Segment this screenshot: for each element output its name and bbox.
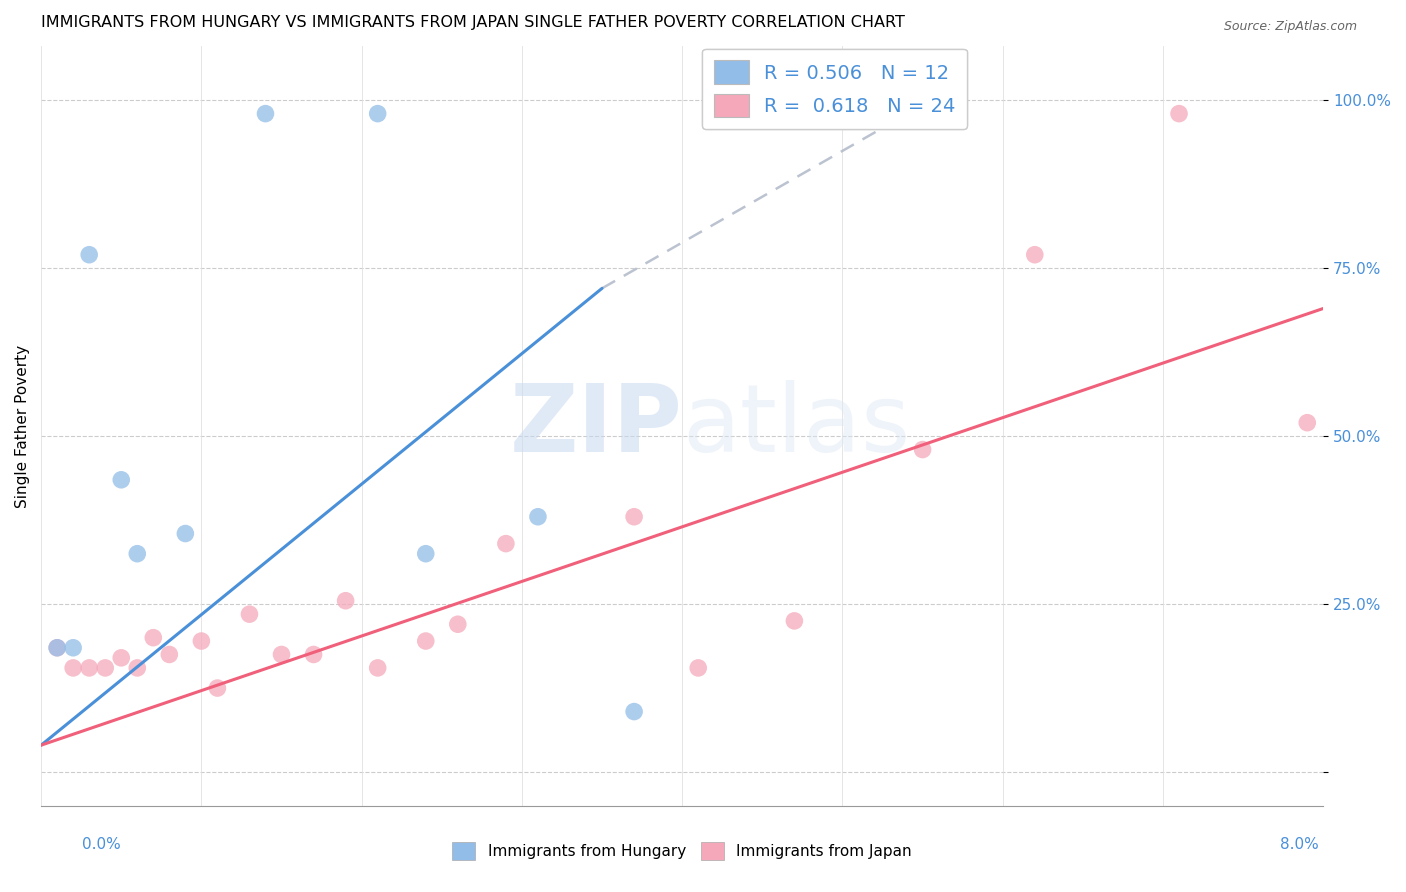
Point <box>238 607 260 622</box>
Point <box>77 248 100 262</box>
Point <box>127 661 149 675</box>
Point <box>495 536 517 550</box>
Point <box>94 661 117 675</box>
Point <box>447 617 470 632</box>
Point <box>688 661 710 675</box>
Point <box>62 640 84 655</box>
Point <box>46 640 69 655</box>
Point <box>527 509 550 524</box>
Legend: R = 0.506   N = 12, R =  0.618   N = 24: R = 0.506 N = 12, R = 0.618 N = 24 <box>702 48 967 129</box>
Point <box>62 661 84 675</box>
Point <box>157 648 180 662</box>
Text: Source: ZipAtlas.com: Source: ZipAtlas.com <box>1223 20 1357 33</box>
Text: atlas: atlas <box>682 380 911 472</box>
Text: 0.0%: 0.0% <box>82 837 121 852</box>
Point <box>335 593 357 607</box>
Point <box>142 631 165 645</box>
Point <box>190 634 212 648</box>
Point <box>367 106 389 120</box>
Point <box>110 650 132 665</box>
Point <box>1296 416 1319 430</box>
Point <box>1168 106 1191 120</box>
Y-axis label: Single Father Poverty: Single Father Poverty <box>15 344 30 508</box>
Point <box>254 106 277 120</box>
Point <box>415 547 437 561</box>
Text: IMMIGRANTS FROM HUNGARY VS IMMIGRANTS FROM JAPAN SINGLE FATHER POVERTY CORRELATI: IMMIGRANTS FROM HUNGARY VS IMMIGRANTS FR… <box>41 15 905 30</box>
Point <box>783 614 806 628</box>
Point <box>623 509 645 524</box>
Point <box>623 705 645 719</box>
Point <box>367 661 389 675</box>
Point <box>207 681 229 695</box>
Point <box>302 648 325 662</box>
Point <box>110 473 132 487</box>
Point <box>1024 248 1046 262</box>
Point <box>815 106 838 120</box>
Point <box>77 661 100 675</box>
Point <box>174 526 197 541</box>
Point <box>270 648 292 662</box>
Point <box>911 442 934 457</box>
Point <box>46 640 69 655</box>
Point <box>415 634 437 648</box>
Point <box>127 547 149 561</box>
Text: ZIP: ZIP <box>509 380 682 472</box>
Text: 8.0%: 8.0% <box>1279 837 1319 852</box>
